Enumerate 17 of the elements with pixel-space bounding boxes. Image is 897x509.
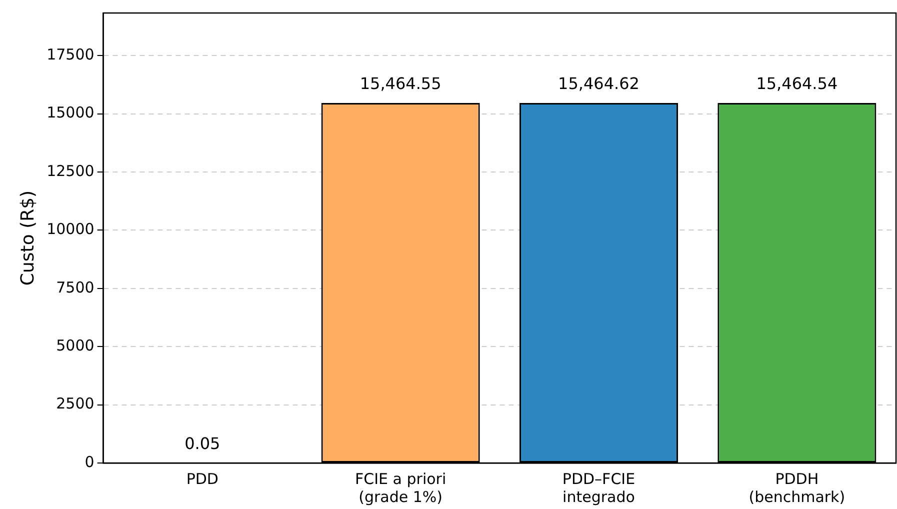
- y-tick-label: 12500: [46, 162, 94, 180]
- data-label: 15,464.55: [360, 74, 442, 94]
- x-tick-label: PDD–FCIE integrado: [562, 470, 636, 506]
- y-tick-label: 10000: [46, 220, 94, 238]
- data-label: 15,464.62: [558, 74, 640, 94]
- y-tick-label: 17500: [46, 46, 94, 64]
- y-tick-label: 2500: [56, 394, 94, 413]
- y-tick-label: 15000: [46, 104, 94, 122]
- y-tick-label: 5000: [56, 336, 94, 354]
- x-tick-label: FCIE a priori (grade 1%): [355, 470, 446, 506]
- x-tick-label: PDD: [186, 470, 218, 488]
- y-tick-label: 7500: [56, 278, 94, 296]
- data-label: 0.05: [184, 434, 220, 454]
- x-tick-label: PDDH (benchmark): [748, 470, 846, 506]
- data-label: 15,464.54: [756, 74, 838, 94]
- y-tick-label: 0: [84, 452, 94, 471]
- y-axis-title: Custo (R$): [17, 190, 38, 286]
